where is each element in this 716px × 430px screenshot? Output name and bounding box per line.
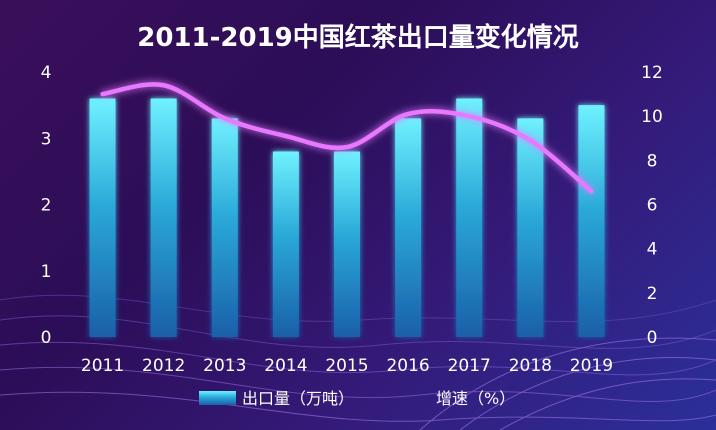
bar-2012: [150, 98, 177, 337]
y-left-tick-label: 0: [41, 328, 52, 348]
bar-2018: [517, 118, 544, 337]
x-tick-label: 2016: [386, 356, 429, 376]
y-right-tick-label: 6: [647, 196, 658, 216]
y-axis-left: 0 1 2 3 4: [41, 63, 52, 348]
y-left-tick-label: 3: [41, 129, 52, 149]
x-tick-label: 2012: [142, 356, 185, 376]
legend-bar-swatch: [199, 391, 236, 405]
y-right-tick-label: 10: [641, 107, 663, 127]
x-tick-label: 2014: [264, 356, 307, 376]
y-right-tick-label: 0: [647, 328, 658, 348]
bar-2013: [211, 118, 238, 337]
legend-bar-label: 出口量（万吨）: [242, 389, 354, 408]
x-axis: 2011 2012 2013 2014 2015 2016 2017 2018 2019: [81, 356, 613, 376]
y-right-tick-label: 8: [647, 151, 658, 171]
y-left-tick-label: 4: [41, 63, 52, 83]
y-axis-right: 0 2 4 6 8 10 12: [641, 63, 663, 348]
growth-line: [100, 82, 594, 194]
chart-title: 2011-2019中国红茶出口量变化情况: [137, 22, 579, 53]
bar-2015: [334, 151, 360, 337]
line-series: [100, 82, 594, 194]
bar-2011: [89, 98, 116, 337]
x-tick-label: 2019: [570, 356, 613, 376]
x-tick-label: 2011: [81, 356, 124, 376]
x-tick-label: 2013: [203, 356, 246, 376]
y-right-tick-label: 4: [647, 240, 658, 260]
x-tick-label: 2018: [509, 356, 552, 376]
bar-2019: [578, 105, 605, 337]
bar-2017: [456, 98, 483, 337]
y-right-tick-label: 2: [647, 284, 658, 304]
x-tick-label: 2017: [448, 356, 491, 376]
x-tick-label: 2015: [325, 356, 368, 376]
background-waves: [0, 294, 716, 430]
y-left-tick-label: 2: [41, 196, 52, 216]
y-left-tick-label: 1: [41, 262, 52, 282]
bar-series: [89, 98, 605, 337]
bar-2014: [272, 151, 299, 337]
legend: 出口量（万吨） 增速（%）: [199, 389, 515, 408]
legend-line-label: 增速（%）: [436, 389, 515, 408]
y-right-tick-label: 12: [641, 63, 663, 83]
bar-2016: [395, 118, 422, 337]
